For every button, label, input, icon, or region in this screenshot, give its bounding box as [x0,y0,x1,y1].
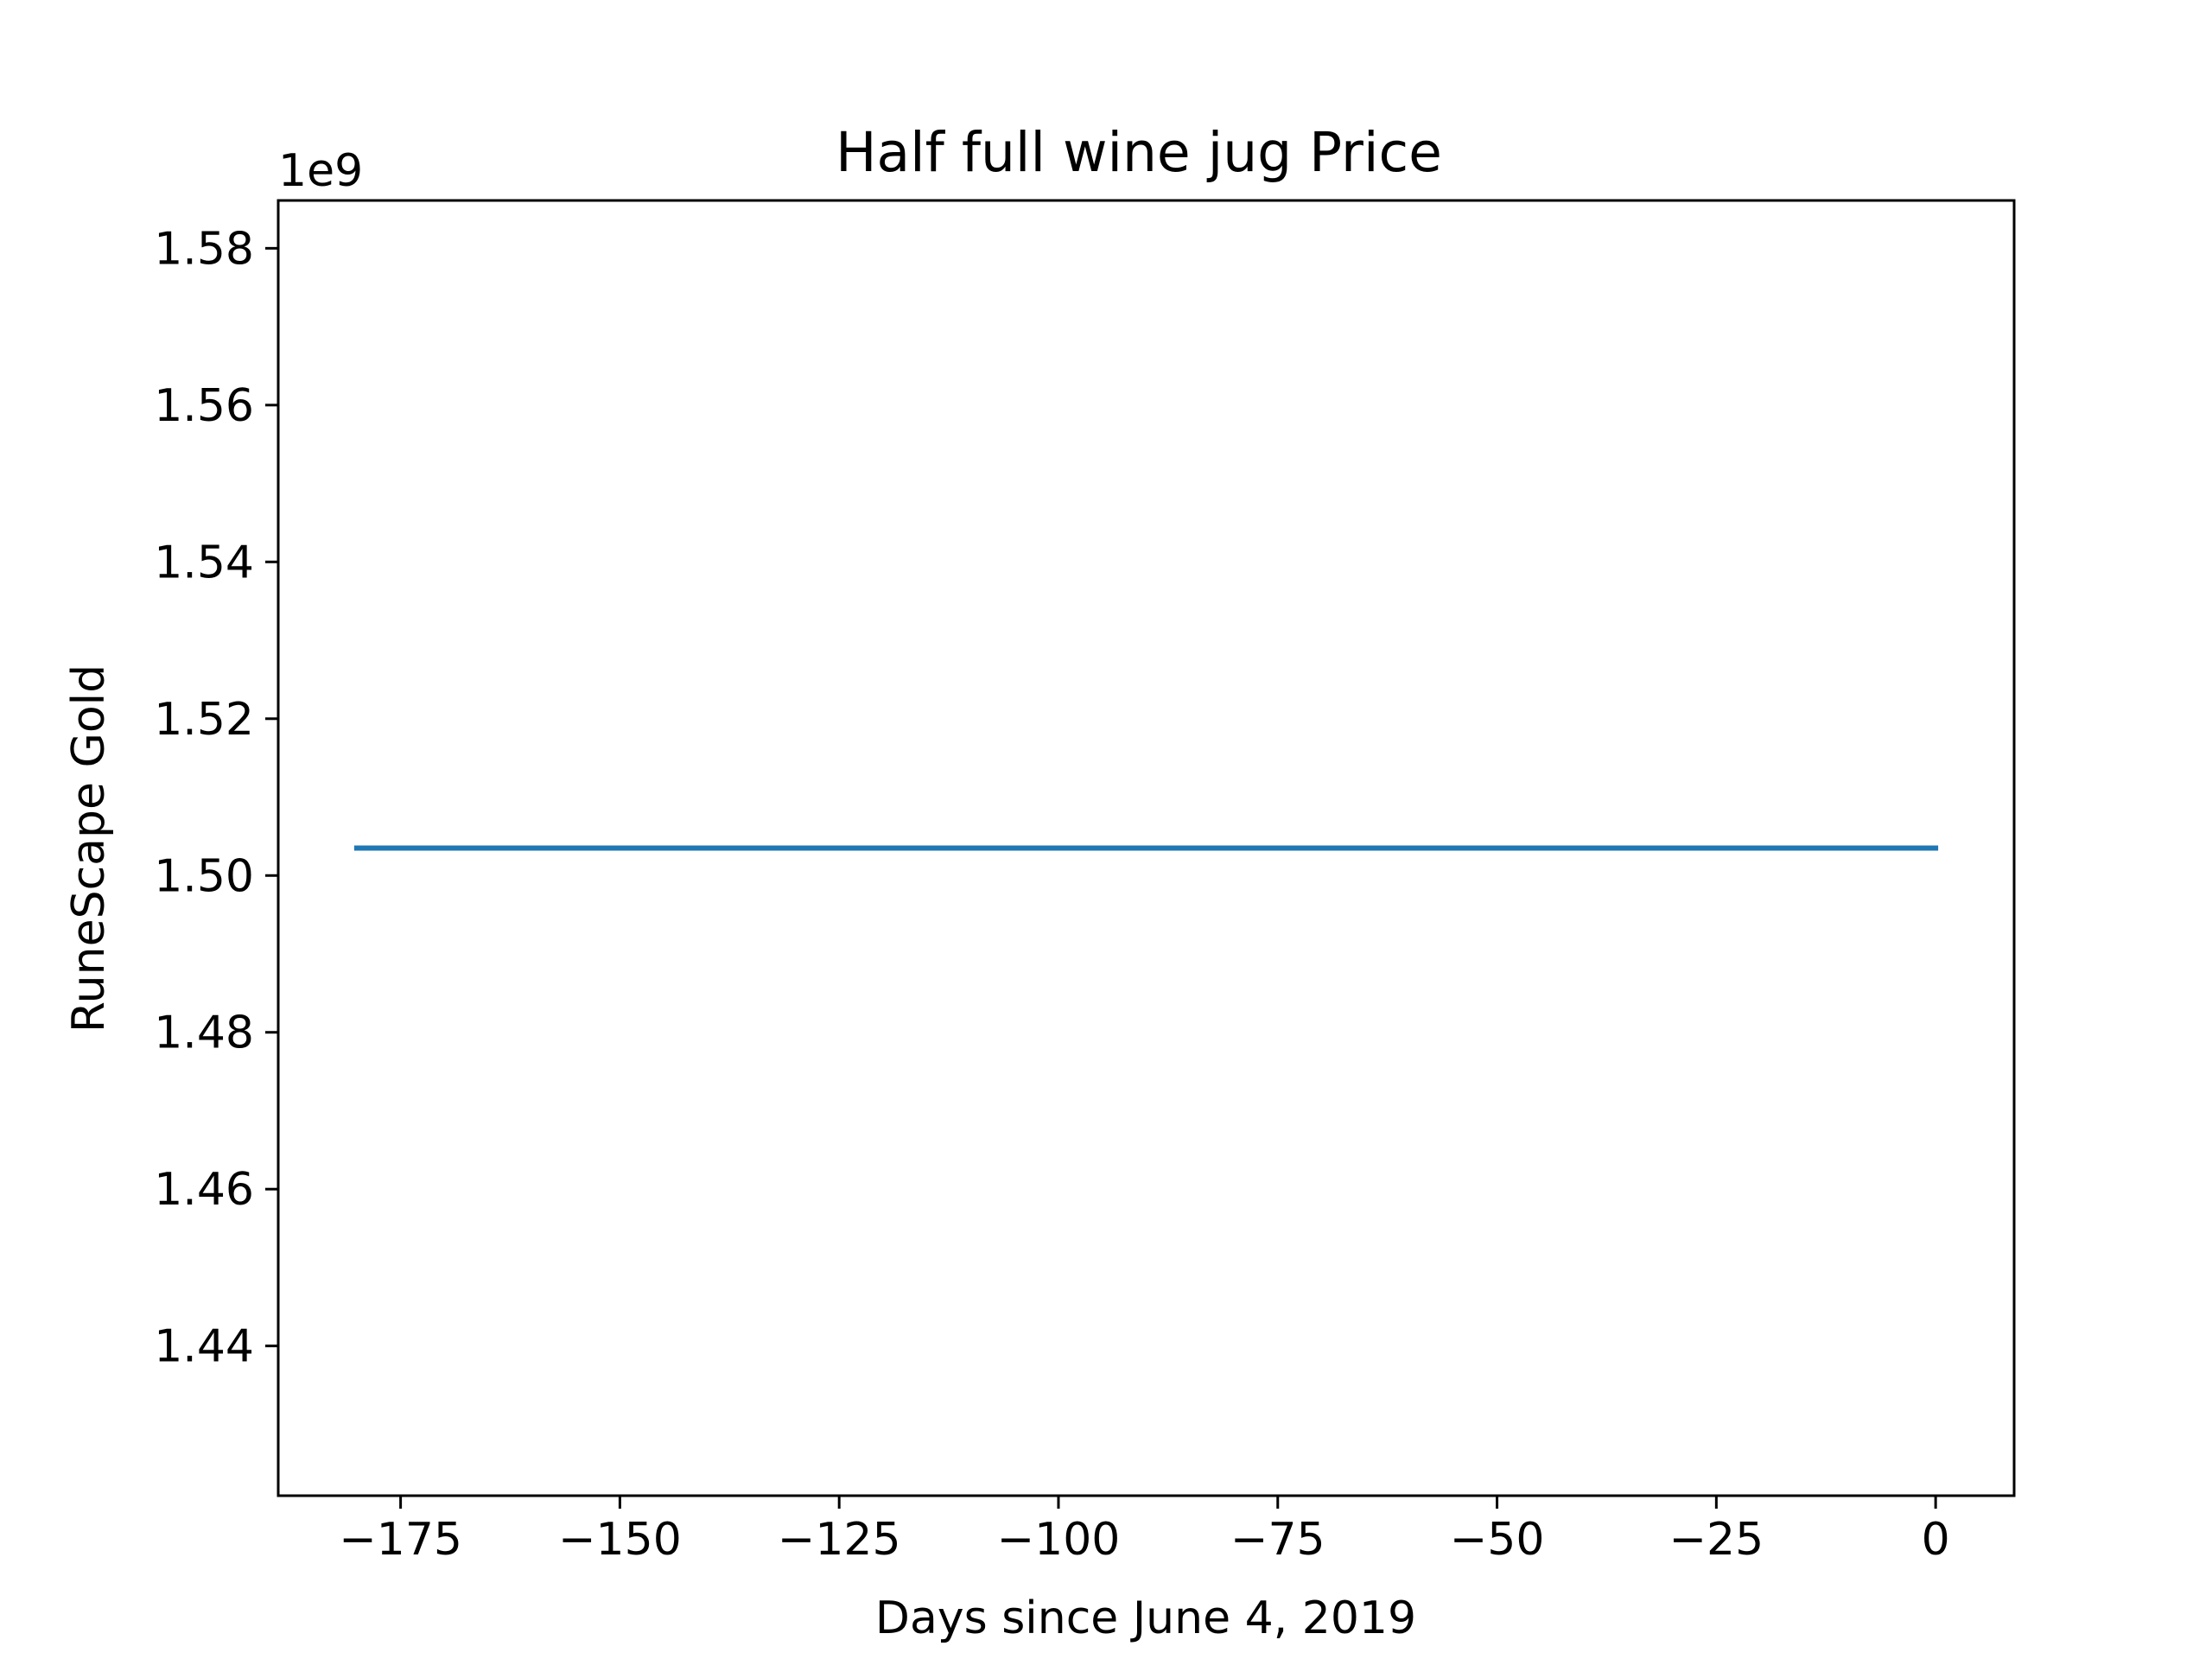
x-tick-label: −150 [558,1514,682,1566]
x-tick-label: −125 [778,1514,901,1566]
y-offset-text: 1e9 [278,145,363,197]
x-tick-label: −25 [1669,1514,1764,1566]
axes-frame [276,199,2016,1497]
y-tick-label: 1.50 [154,850,254,902]
y-tick-label: 1.48 [154,1007,254,1059]
x-axis-ticks: −175 −150 −125 −100 −75 −50 −25 0 [339,1496,1950,1566]
y-tick-label: 1.54 [154,537,254,588]
x-tick-label: −175 [339,1514,462,1566]
y-axis-ticks: 1.44 1.46 1.48 1.50 1.52 1.54 1.56 1.58 [154,223,278,1373]
x-axis-label: Days since June 4, 2019 [875,1592,1416,1644]
y-tick-label: 1.44 [154,1321,254,1373]
y-axis-label: RuneScape Gold [63,664,115,1033]
chart-title: Half full wine jug Price [836,121,1442,184]
x-tick-label: −100 [997,1514,1121,1566]
y-tick-label: 1.46 [154,1164,254,1216]
y-tick-label: 1.56 [154,380,254,432]
x-tick-label: −50 [1450,1514,1545,1566]
plot-area [276,199,2016,1497]
y-tick-label: 1.58 [154,223,254,275]
x-tick-label: 0 [1922,1514,1950,1566]
y-tick-label: 1.52 [154,694,254,746]
x-tick-label: −75 [1230,1514,1325,1566]
